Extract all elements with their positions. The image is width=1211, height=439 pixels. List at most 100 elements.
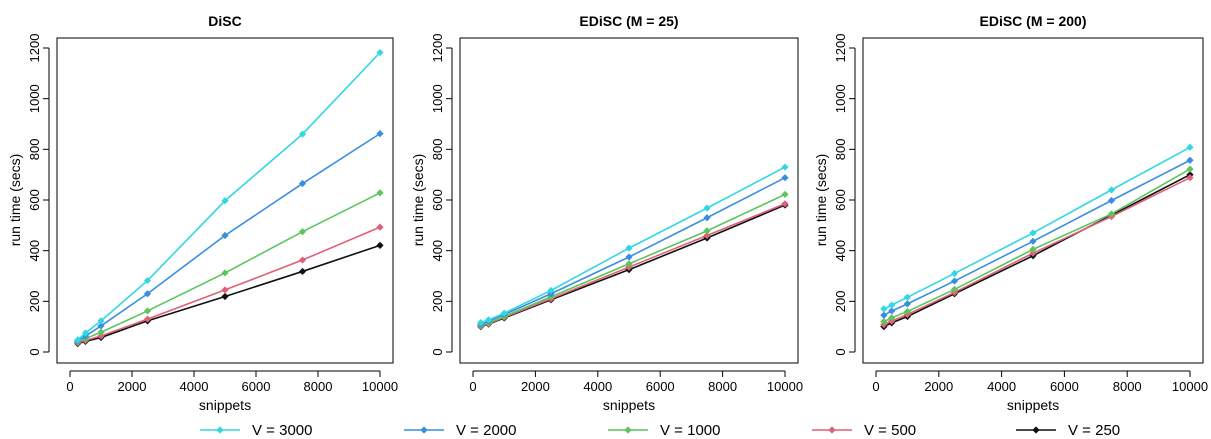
data-point bbox=[781, 190, 789, 199]
data-point bbox=[1186, 156, 1194, 164]
x-axis: 0 2000 4000 6000 8000 10000 bbox=[872, 370, 1208, 394]
x-tick-label: 10000 bbox=[362, 379, 398, 394]
data-point bbox=[143, 290, 152, 298]
legend-swatch-marker bbox=[420, 426, 428, 434]
series-v-2000 bbox=[74, 130, 384, 345]
data-point bbox=[221, 197, 229, 205]
y-axis: 0 200 400 600 800 1000 1200 bbox=[833, 34, 856, 356]
series-line bbox=[480, 193, 786, 327]
data-point bbox=[376, 130, 384, 138]
x-axis: 0 2000 4000 6000 8000 10000 bbox=[66, 370, 398, 394]
data-point bbox=[81, 329, 90, 337]
data-point bbox=[950, 269, 959, 278]
data-point bbox=[1107, 196, 1116, 205]
series-v-3000 bbox=[74, 48, 384, 344]
legend-label: V = 500 bbox=[864, 422, 916, 439]
x-tick-label: 4000 bbox=[987, 379, 1016, 394]
legend-label: V = 3000 bbox=[252, 422, 312, 439]
data-point bbox=[903, 307, 911, 316]
data-point bbox=[97, 332, 105, 340]
y-axis: 0 200 400 600 800 1000 1200 bbox=[27, 34, 50, 356]
data-point bbox=[703, 227, 711, 235]
data-point bbox=[625, 260, 633, 268]
chart-panel-1: DiSC 0 2000 4000 6000 8000 10000 snippets 0 200 40… bbox=[7, 13, 398, 413]
chart-panel-3: EDiSC (M = 200)0 2000 4000 6000 8000 10000sni… bbox=[813, 13, 1208, 413]
data-point bbox=[143, 307, 152, 315]
series-line bbox=[883, 146, 1191, 310]
data-point bbox=[298, 267, 307, 276]
series-v-3000 bbox=[880, 143, 1194, 313]
series-line bbox=[77, 52, 381, 341]
x-tick-label: 2000 bbox=[924, 379, 953, 394]
x-tick-label: 6000 bbox=[1050, 379, 1079, 394]
x-axis: 0 2000 4000 6000 8000 10000 bbox=[469, 370, 803, 394]
data-point bbox=[97, 317, 105, 325]
chart-title: DiSC bbox=[208, 13, 241, 29]
data-point bbox=[1029, 237, 1037, 245]
data-point bbox=[880, 311, 888, 319]
x-axis-label: snippets bbox=[199, 397, 251, 413]
plot-frame bbox=[459, 37, 799, 364]
y-tick-label: 200 bbox=[27, 290, 42, 312]
data-point bbox=[781, 163, 789, 171]
data-point bbox=[97, 322, 105, 330]
x-tick-label: 0 bbox=[66, 379, 73, 394]
series-line bbox=[480, 166, 786, 324]
x-tick-label: 2000 bbox=[118, 379, 147, 394]
data-point bbox=[221, 292, 229, 301]
data-point bbox=[950, 277, 959, 285]
data-point bbox=[625, 253, 633, 261]
series-line bbox=[883, 168, 1191, 323]
series-v-2000 bbox=[880, 156, 1194, 319]
y-tick-label: 600 bbox=[430, 189, 445, 211]
x-tick-label: 8000 bbox=[1113, 379, 1142, 394]
y-tick-label: 0 bbox=[833, 348, 848, 355]
x-tick-label: 10000 bbox=[767, 379, 803, 394]
x-tick-label: 6000 bbox=[242, 379, 271, 394]
data-point bbox=[950, 285, 959, 294]
legend-swatch-marker bbox=[1032, 426, 1040, 434]
data-point bbox=[221, 231, 229, 240]
data-point bbox=[1186, 174, 1194, 182]
y-tick-label: 1200 bbox=[27, 34, 42, 63]
data-point bbox=[888, 301, 896, 309]
data-point bbox=[781, 174, 789, 182]
y-tick-label: 800 bbox=[833, 138, 848, 160]
y-tick-label: 600 bbox=[833, 189, 848, 211]
data-point bbox=[298, 256, 307, 264]
data-point bbox=[903, 300, 911, 308]
x-axis-label: snippets bbox=[603, 397, 655, 413]
data-point bbox=[903, 293, 911, 301]
data-point bbox=[376, 48, 384, 57]
data-point bbox=[703, 214, 711, 222]
x-tick-label: 4000 bbox=[583, 379, 612, 394]
y-tick-label: 1000 bbox=[27, 84, 42, 113]
data-point bbox=[703, 204, 711, 212]
y-tick-label: 200 bbox=[430, 290, 445, 312]
data-point bbox=[477, 319, 485, 327]
series-line bbox=[883, 176, 1191, 326]
data-point bbox=[888, 314, 896, 322]
series-v-3000 bbox=[477, 163, 789, 327]
y-axis-label: run time (secs) bbox=[7, 154, 23, 247]
x-tick-label: 8000 bbox=[708, 379, 737, 394]
y-axis-label: run time (secs) bbox=[813, 154, 829, 247]
data-point bbox=[485, 316, 493, 324]
data-point bbox=[298, 179, 307, 188]
series-v-1000 bbox=[880, 165, 1194, 326]
series-line bbox=[77, 244, 381, 345]
chart-panel-2: EDiSC (M = 25)0 2000 4000 6000 8000 10000snip… bbox=[410, 13, 803, 413]
series-line bbox=[883, 159, 1191, 316]
y-tick-label: 800 bbox=[27, 138, 42, 160]
x-tick-label: 0 bbox=[469, 379, 476, 394]
chart-title: EDiSC (M = 25) bbox=[579, 13, 678, 29]
y-tick-label: 400 bbox=[27, 240, 42, 262]
data-point bbox=[1186, 165, 1194, 173]
data-point bbox=[1029, 249, 1037, 257]
y-tick-label: 0 bbox=[430, 348, 445, 355]
data-point bbox=[500, 309, 508, 317]
data-point bbox=[376, 223, 384, 231]
plot-frame bbox=[56, 37, 394, 364]
data-point bbox=[1107, 210, 1116, 218]
